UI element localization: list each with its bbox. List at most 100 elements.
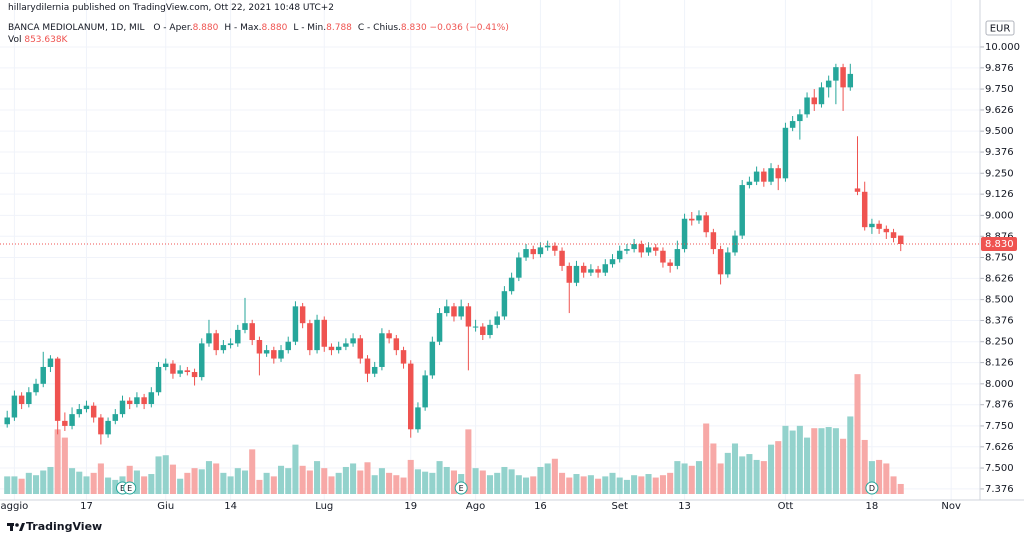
volume-bar (321, 468, 328, 494)
y-tick-label: 8.750 (985, 252, 1014, 263)
y-tick-label: 8.250 (985, 337, 1014, 348)
candle-body (62, 420, 68, 426)
change: −0.036 (−0.41%) (429, 23, 509, 33)
volume-bar (270, 476, 277, 494)
candle-body (667, 262, 673, 266)
candle-body (321, 319, 328, 347)
candle-body (33, 383, 39, 393)
volume-bar (4, 476, 11, 494)
volume-bar (897, 483, 904, 494)
candle-body (458, 306, 464, 317)
y-tick-label: 8.500 (985, 295, 1014, 306)
candle-body (191, 372, 198, 378)
candle-body (746, 181, 753, 186)
volume-bar (631, 475, 638, 494)
candle-body (112, 414, 119, 421)
candle-body (609, 259, 616, 265)
y-tick-label: 8.376 (985, 315, 1014, 326)
x-tick-label: Lug (315, 501, 333, 512)
x-tick-label: Set (611, 501, 628, 512)
volume-bar (609, 472, 616, 494)
volume-bar (407, 459, 414, 494)
candle-body (696, 215, 702, 221)
volume-bar (703, 423, 710, 494)
volume-bar (328, 476, 335, 494)
candle-body (761, 171, 767, 182)
volume-bar (746, 454, 753, 494)
volume-bar (508, 469, 515, 494)
x-tick-label: Nov (941, 501, 961, 512)
candle-body (83, 405, 90, 410)
candle-body (90, 405, 97, 418)
candle-body (177, 370, 183, 374)
candle-body (775, 168, 781, 179)
volume-bar (739, 456, 746, 494)
volume-bar (559, 472, 566, 494)
volume-bar (667, 472, 674, 494)
x-tick-label: Ago (466, 501, 485, 512)
event-marker (865, 481, 879, 495)
candle-body (811, 97, 818, 105)
y-tick-label: 10.000 (985, 42, 1020, 53)
volume-bar (11, 476, 18, 494)
candle-body (465, 306, 472, 327)
volume-bar (616, 477, 623, 494)
candle-body (206, 333, 212, 344)
volume-bar (306, 470, 313, 494)
last-price-label: 8.830 (985, 239, 1014, 250)
y-tick-label: 9.126 (985, 189, 1014, 200)
y-tick-label: 9.876 (985, 63, 1014, 74)
candle-body (429, 341, 436, 376)
volume-bar (25, 472, 32, 494)
candle-body (76, 409, 83, 415)
logo-part (10, 523, 13, 531)
volume-value: 853.638K (24, 35, 68, 45)
candle-body (480, 326, 486, 335)
volume-bar (314, 461, 321, 494)
volume-bar (890, 476, 897, 494)
candle-body (573, 265, 580, 283)
event-label: E (120, 484, 125, 493)
candle-body (725, 252, 731, 275)
volume-bar (768, 444, 775, 494)
volume-bar (652, 477, 659, 494)
volume-bar (69, 468, 76, 494)
y-tick-label: 7.750 (985, 421, 1014, 432)
volume-bar (177, 478, 184, 494)
candle-body (797, 114, 803, 122)
volume-bar (501, 466, 508, 494)
event-marker (123, 481, 137, 495)
candle-body (588, 269, 594, 273)
volume-bar (731, 443, 739, 494)
candle-body (328, 346, 335, 351)
symbol: BANCA MEDIOLANUM, 1D, MIL (8, 23, 145, 33)
legend-key: L - Min. (293, 23, 327, 33)
volume-bar (162, 455, 169, 494)
volume-bar (465, 429, 472, 494)
volume-bar (587, 475, 594, 494)
volume-bar (523, 477, 530, 494)
volume-bar (724, 452, 731, 494)
volume-bar (234, 468, 241, 494)
candle-body (271, 350, 277, 359)
volume-bar (205, 461, 212, 494)
y-tick-label: 7.626 (985, 442, 1014, 453)
volume-bar (169, 464, 176, 494)
volume-bar (256, 479, 263, 494)
volume-bar (429, 472, 436, 494)
candle-body (263, 350, 270, 354)
volume-bar (220, 472, 227, 494)
volume-bar (97, 463, 104, 494)
candle-body (199, 343, 205, 378)
volume-bar (241, 470, 249, 494)
x-tick-label: 18 (866, 501, 879, 512)
candle-body (69, 414, 75, 426)
volume-bar (54, 429, 61, 494)
candle-body (782, 127, 789, 179)
candle-body (566, 265, 573, 283)
volume-bar (263, 472, 270, 494)
volume-bar (775, 441, 782, 494)
candle-body (227, 343, 234, 346)
volume-bar (832, 428, 839, 494)
candle-body (616, 250, 623, 260)
